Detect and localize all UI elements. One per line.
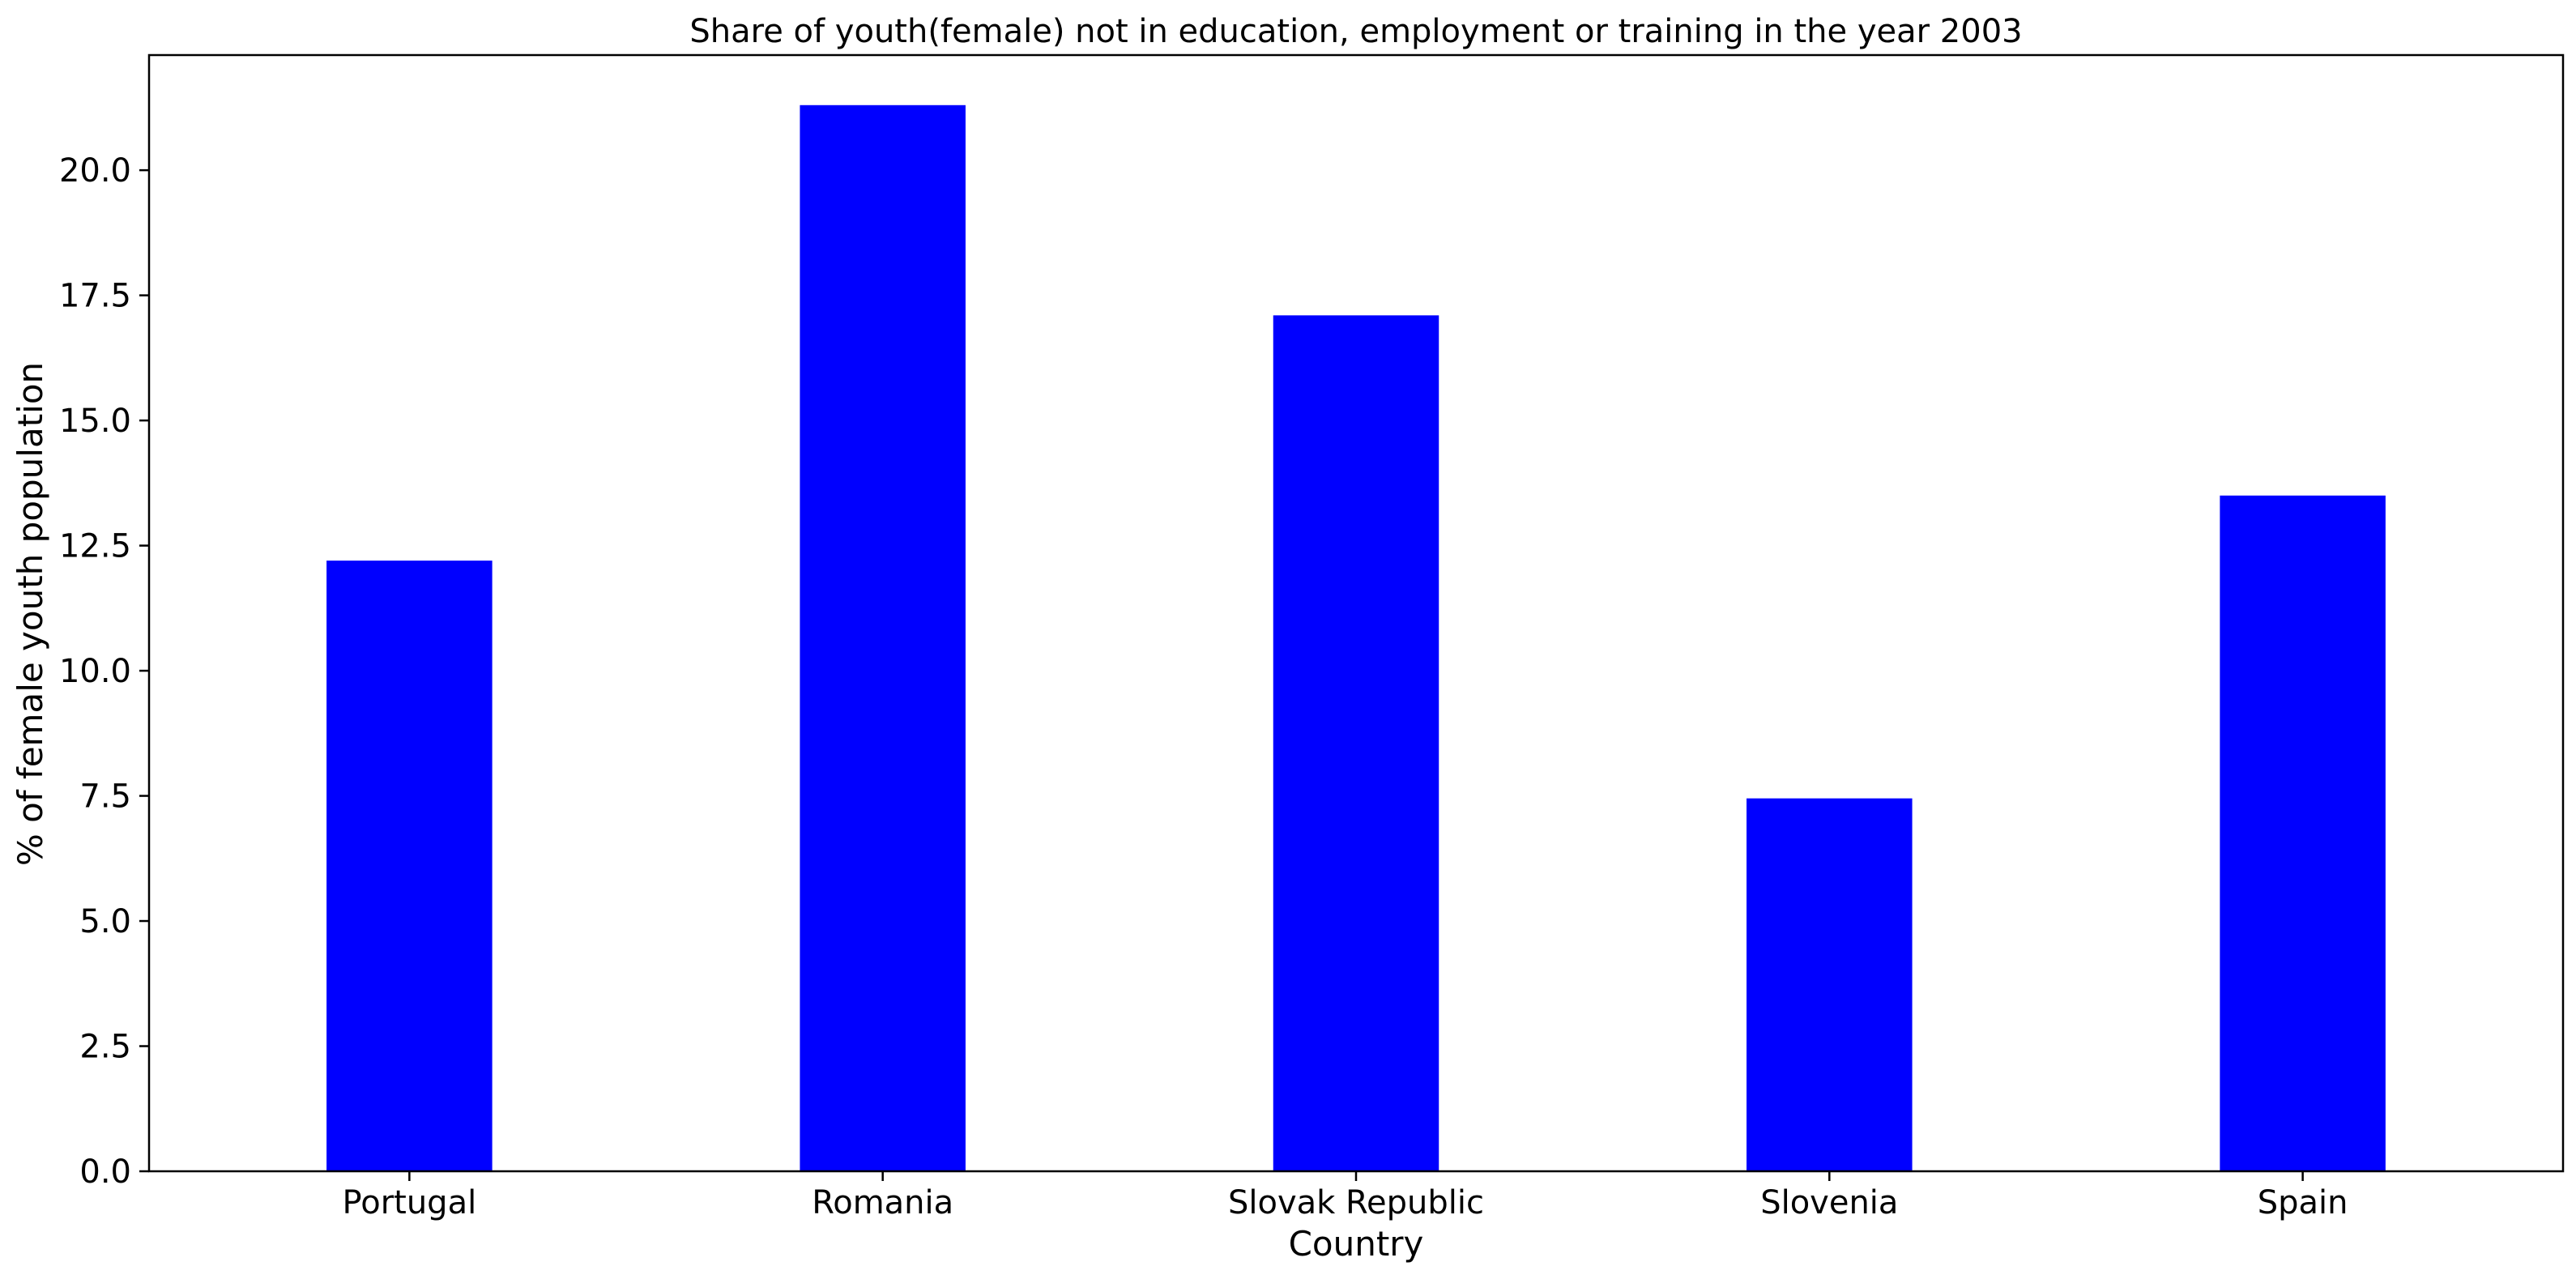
y-tick-label: 12.5 (59, 528, 131, 565)
x-tick-label: Slovenia (1760, 1184, 1898, 1221)
bar-portugal (326, 561, 493, 1171)
x-tick-label: Romania (812, 1184, 953, 1221)
bar-slovak-republic (1273, 315, 1439, 1171)
y-axis-label: % of female youth population (11, 362, 50, 866)
y-tick-label: 17.5 (59, 278, 131, 315)
chart-title: Share of youth(female) not in education,… (689, 13, 2022, 50)
y-tick-label: 7.5 (79, 778, 131, 816)
y-tick-label: 10.0 (59, 653, 131, 690)
x-tick-label: Spain (2258, 1184, 2348, 1221)
bar-romania (800, 104, 966, 1172)
x-tick-label: Portugal (343, 1184, 477, 1221)
x-tick-label: Slovak Republic (1228, 1184, 1484, 1221)
bar-spain (2220, 495, 2386, 1171)
x-axis-ticks: Portugal Romania Slovak Republic Slovenia Sp… (343, 1171, 2348, 1221)
y-axis-ticks: 0.0 2.5 5.0 7.5 10.0 12.5 15.0 17.5 20.0 (59, 152, 149, 1191)
y-tick-label: 15.0 (59, 403, 131, 440)
bar-slovenia (1746, 798, 1913, 1171)
y-tick-label: 2.5 (79, 1029, 131, 1066)
x-axis-label: Country (1289, 1224, 1424, 1264)
y-tick-label: 0.0 (79, 1153, 131, 1191)
plot-area-frame (147, 53, 2565, 1173)
y-tick-label: 5.0 (79, 903, 131, 940)
y-tick-label: 20.0 (59, 152, 131, 190)
bars-layer (326, 104, 2386, 1172)
